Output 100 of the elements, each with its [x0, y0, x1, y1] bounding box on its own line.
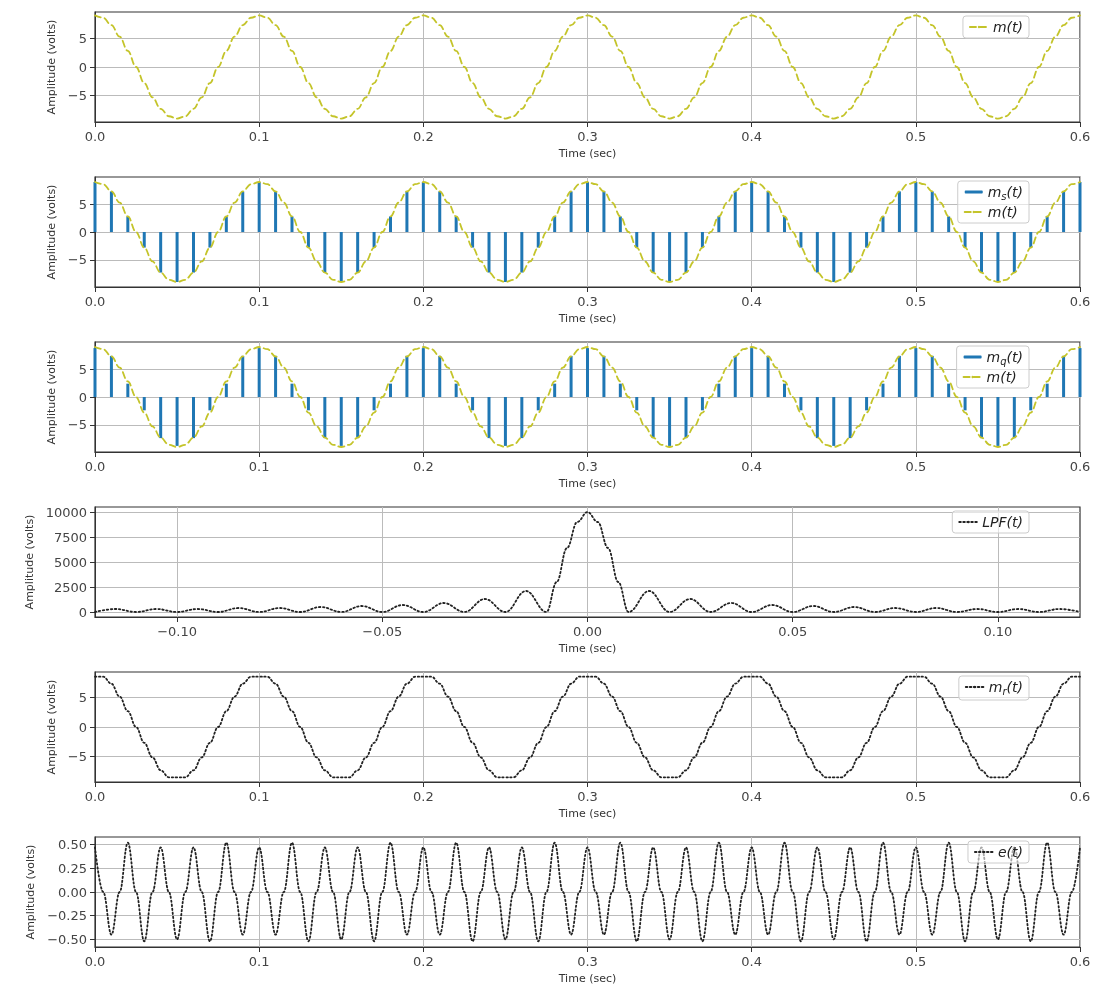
- bar: [618, 383, 622, 397]
- x-tick-label: 0.1: [248, 459, 270, 474]
- bar: [536, 232, 540, 248]
- bar: [306, 232, 310, 248]
- x-tick-label: 0.3: [577, 294, 598, 309]
- bar: [881, 383, 885, 397]
- y-tick-label: 0: [78, 719, 87, 735]
- bar: [586, 348, 589, 397]
- bar: [438, 355, 442, 397]
- y-tick-label: 7500: [53, 529, 87, 545]
- bar: [536, 397, 540, 411]
- bar: [339, 397, 343, 446]
- bar: [569, 191, 573, 232]
- bar: [372, 397, 376, 411]
- bar: [290, 383, 294, 397]
- y-tick-label: 0.25: [58, 860, 87, 876]
- bar: [799, 397, 803, 411]
- bar: [832, 397, 836, 446]
- y-tick-label: 0: [78, 224, 87, 240]
- y-axis-title: Amplitude (volts): [22, 514, 36, 610]
- x-tick-label: 0.10: [983, 624, 1013, 639]
- y-tick-label: 0: [78, 604, 87, 620]
- bar: [947, 383, 951, 397]
- bar: [1045, 383, 1049, 397]
- bar: [208, 232, 212, 248]
- x-tick-label: 0.6: [1069, 129, 1091, 144]
- y-tick-label: 0: [78, 59, 87, 75]
- x-axis-title: Time (sec): [557, 641, 617, 655]
- x-tick-label: 0.1: [248, 129, 270, 144]
- x-tick-label: 0.2: [412, 294, 434, 309]
- bar: [1029, 397, 1033, 411]
- bar: [1012, 232, 1016, 273]
- bar: [717, 383, 721, 397]
- bar: [356, 232, 360, 273]
- bar: [799, 232, 803, 248]
- y-tick-label: −5: [67, 417, 87, 433]
- bar: [766, 355, 770, 397]
- bar: [963, 232, 967, 248]
- bar: [996, 232, 1000, 282]
- x-tick-label: 0.6: [1069, 294, 1091, 309]
- x-tick-label: 0.2: [412, 954, 434, 969]
- x-tick-label: 0.1: [248, 294, 270, 309]
- bar: [1078, 348, 1082, 397]
- x-tick-label: 0.5: [905, 294, 927, 309]
- bar: [405, 191, 409, 232]
- bar: [241, 355, 245, 397]
- y-tick-label: −0.25: [47, 908, 87, 924]
- bar: [668, 232, 672, 282]
- bar: [897, 355, 901, 397]
- x-tick-label: 0.4: [741, 459, 763, 474]
- bar: [356, 397, 360, 439]
- bar: [1045, 216, 1049, 232]
- bar: [930, 355, 934, 397]
- y-tick-label: 10000: [45, 504, 87, 520]
- y-tick-label: 0: [78, 389, 87, 405]
- bar: [783, 383, 786, 397]
- x-tick-label: 0.3: [577, 459, 598, 474]
- x-axis-title: Time (sec): [557, 311, 617, 325]
- bar: [1012, 397, 1016, 439]
- bar: [586, 182, 589, 232]
- legend-label: m(t): [992, 19, 1024, 35]
- bar: [339, 232, 343, 282]
- bar: [700, 397, 704, 411]
- x-tick-label: 0.6: [1069, 954, 1091, 969]
- bar: [668, 397, 672, 446]
- legend-label: e(t): [997, 844, 1023, 860]
- bar: [192, 232, 195, 273]
- bar: [651, 397, 655, 439]
- x-tick-label: 0.0: [84, 954, 106, 969]
- bar: [914, 182, 918, 232]
- bar: [848, 232, 852, 273]
- y-tick-label: 5000: [53, 554, 87, 570]
- x-tick-label: −0.10: [157, 624, 198, 639]
- x-tick-label: 0.3: [577, 954, 598, 969]
- x-tick-label: 0.0: [84, 789, 106, 804]
- x-tick-label: 0.3: [577, 129, 598, 144]
- bar: [520, 232, 524, 273]
- x-axis-title: Time (sec): [557, 476, 617, 490]
- x-tick-label: 0.4: [741, 954, 763, 969]
- x-tick-label: 0.6: [1069, 459, 1091, 474]
- x-tick-label: 0.4: [741, 789, 763, 804]
- bar: [175, 397, 179, 446]
- bar: [881, 216, 885, 232]
- x-tick-label: 0.5: [905, 129, 927, 144]
- bar: [602, 191, 606, 232]
- line-series: [94, 841, 1081, 943]
- bar: [389, 216, 392, 232]
- x-tick-label: 0.2: [412, 789, 434, 804]
- bar: [963, 397, 967, 411]
- y-tick-label: 5: [78, 361, 87, 377]
- bar: [306, 397, 310, 411]
- bar: [602, 355, 606, 397]
- bar: [93, 182, 97, 232]
- x-tick-label: 0.4: [741, 129, 763, 144]
- line-series: [94, 346, 1081, 448]
- x-tick-label: 0.0: [84, 459, 106, 474]
- bar: [618, 216, 622, 232]
- bar: [405, 355, 409, 397]
- line-series: [94, 181, 1081, 283]
- bar: [684, 232, 688, 273]
